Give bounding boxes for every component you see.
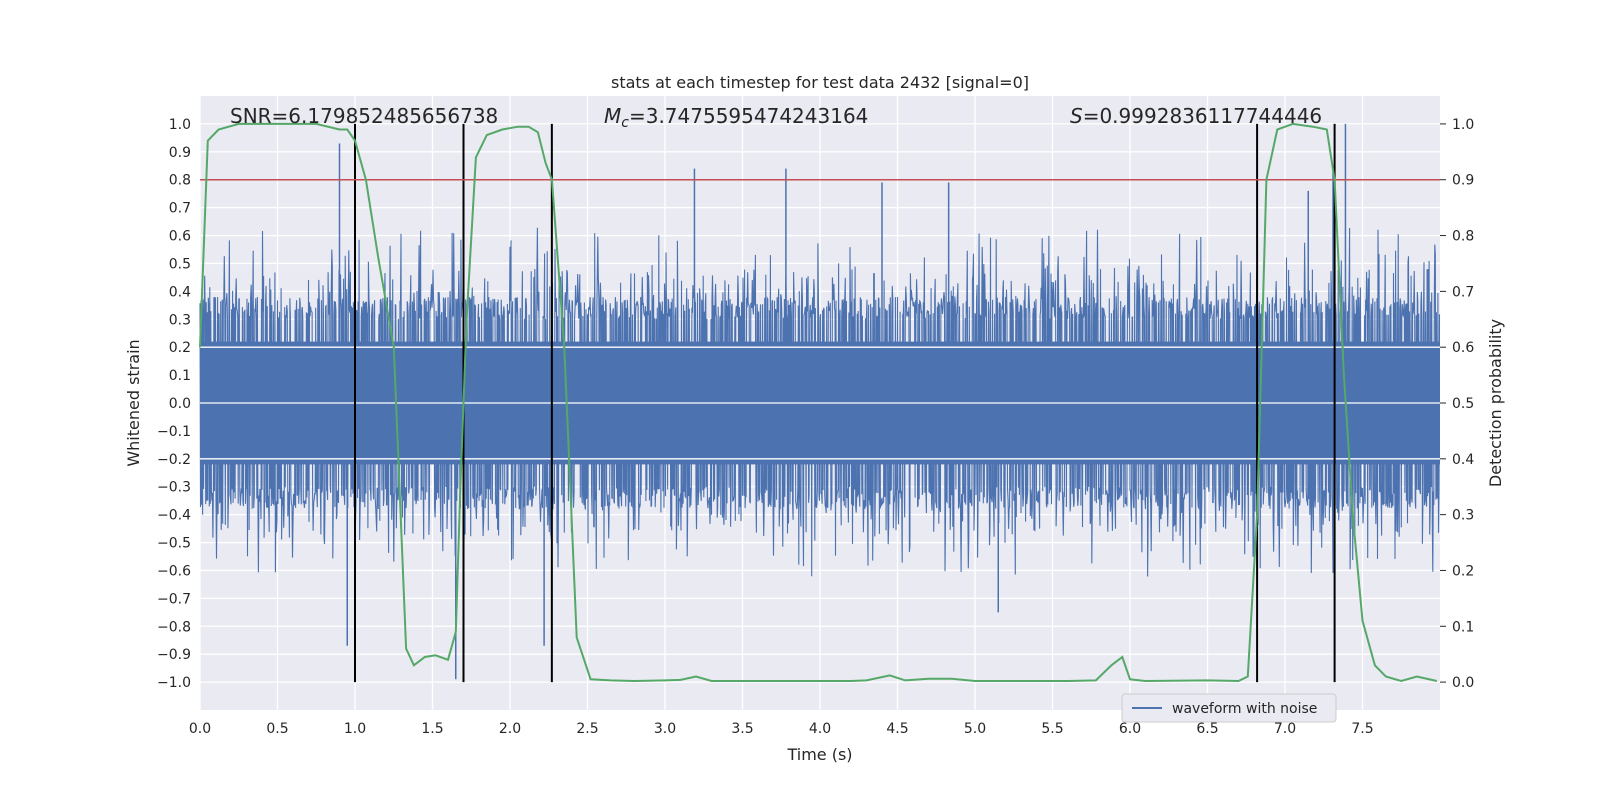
y-right-tick-label: 0.3 xyxy=(1452,508,1474,524)
y-right-tick-label: 0.1 xyxy=(1452,619,1474,635)
y-tick-label: −0.5 xyxy=(157,536,191,552)
y-right-axis-ticks: 0.0 0.1 0.2 0.3 0.4 0.5 0.6 0.7 0.8 0.9 1.0 xyxy=(1440,117,1474,691)
y-right-tick-label: 0.4 xyxy=(1452,452,1474,468)
significance-value: =0.9992836117744446 xyxy=(1083,104,1322,128)
y-right-tick-label: 0.5 xyxy=(1452,396,1474,412)
y-tick-label: −0.4 xyxy=(157,508,191,524)
y-tick-label: 0.0 xyxy=(169,396,191,412)
chart-title: stats at each timestep for test data 243… xyxy=(611,73,1029,92)
chirp-mass-annotation: Mc=3.7475595474243164 xyxy=(604,104,868,131)
legend-label: waveform with noise xyxy=(1172,701,1317,717)
y-right-tick-label: 1.0 xyxy=(1452,117,1474,133)
y-tick-label: 1.0 xyxy=(169,117,191,133)
y-tick-label: 0.9 xyxy=(169,145,191,161)
x-tick-label: 0.0 xyxy=(189,721,211,737)
x-tick-label: 5.0 xyxy=(964,721,986,737)
x-tick-label: 6.5 xyxy=(1196,721,1218,737)
x-tick-label: 3.5 xyxy=(731,721,753,737)
probability-series xyxy=(199,122,1438,683)
x-tick-label: 2.0 xyxy=(499,721,521,737)
waveform-series xyxy=(199,123,1441,680)
y-tick-label: 0.4 xyxy=(169,284,191,300)
y-tick-label: 0.7 xyxy=(169,201,191,217)
y-right-tick-label: 0.0 xyxy=(1452,675,1474,691)
y-tick-label: −0.7 xyxy=(157,591,191,607)
y-tick-label: 0.8 xyxy=(169,173,191,189)
y-tick-label: 0.3 xyxy=(169,312,191,328)
y-tick-label: 0.1 xyxy=(169,368,191,384)
x-tick-label: 4.0 xyxy=(809,721,831,737)
y-axis-ticks: −1.0 −0.9 −0.8 −0.7 −0.6 −0.5 −0.4 −0.3 −0.2 −0.1… xyxy=(157,117,191,691)
y-tick-label: −0.3 xyxy=(157,480,191,496)
x-tick-label: 7.0 xyxy=(1274,721,1296,737)
x-tick-label: 1.0 xyxy=(344,721,366,737)
y-tick-label: −0.9 xyxy=(157,647,191,663)
x-tick-label: 0.5 xyxy=(266,721,288,737)
y-right-axis-label: Detection probability xyxy=(1486,319,1505,487)
y-tick-label: 0.2 xyxy=(169,340,191,356)
y-axis-label: Whitened strain xyxy=(124,339,143,466)
y-right-tick-label: 0.6 xyxy=(1452,340,1474,356)
x-tick-label: 6.0 xyxy=(1119,721,1141,737)
y-tick-label: 0.6 xyxy=(169,229,191,245)
y-right-tick-label: 0.7 xyxy=(1452,284,1474,300)
chirp-mass-value: =3.7475595474243164 xyxy=(629,104,868,128)
probability-line xyxy=(199,122,1438,683)
y-tick-label: −0.2 xyxy=(157,452,191,468)
y-right-tick-label: 0.9 xyxy=(1452,173,1474,189)
x-tick-label: 1.5 xyxy=(421,721,443,737)
y-tick-label: 0.5 xyxy=(169,256,191,272)
chirp-mass-symbol: M xyxy=(604,104,621,128)
y-right-tick-label: 0.2 xyxy=(1452,563,1474,579)
x-tick-label: 4.5 xyxy=(886,721,908,737)
x-tick-label: 3.0 xyxy=(654,721,676,737)
significance-annotation: S=0.9992836117744446 xyxy=(1070,104,1322,128)
x-tick-label: 5.5 xyxy=(1041,721,1063,737)
chirp-mass-subscript: c xyxy=(621,115,629,131)
y-tick-label: −0.8 xyxy=(157,619,191,635)
x-axis-ticks: 0.0 0.5 1.0 1.5 2.0 2.5 3.0 3.5 4.0 4.5 5.0 5.5 6.0 6… xyxy=(189,721,1374,737)
snr-annotation: SNR=6.179852485656738 xyxy=(230,104,498,128)
y-tick-label: −1.0 xyxy=(157,675,191,691)
x-tick-label: 7.5 xyxy=(1351,721,1373,737)
x-axis-label: Time (s) xyxy=(786,745,852,764)
y-right-tick-label: 0.8 xyxy=(1452,229,1474,245)
significance-symbol: S xyxy=(1070,104,1083,128)
legend-box xyxy=(1121,693,1337,723)
legend: waveform with noise xyxy=(1121,693,1337,723)
x-tick-label: 2.5 xyxy=(576,721,598,737)
y-tick-label: −0.1 xyxy=(157,424,191,440)
y-tick-label: −0.6 xyxy=(157,563,191,579)
